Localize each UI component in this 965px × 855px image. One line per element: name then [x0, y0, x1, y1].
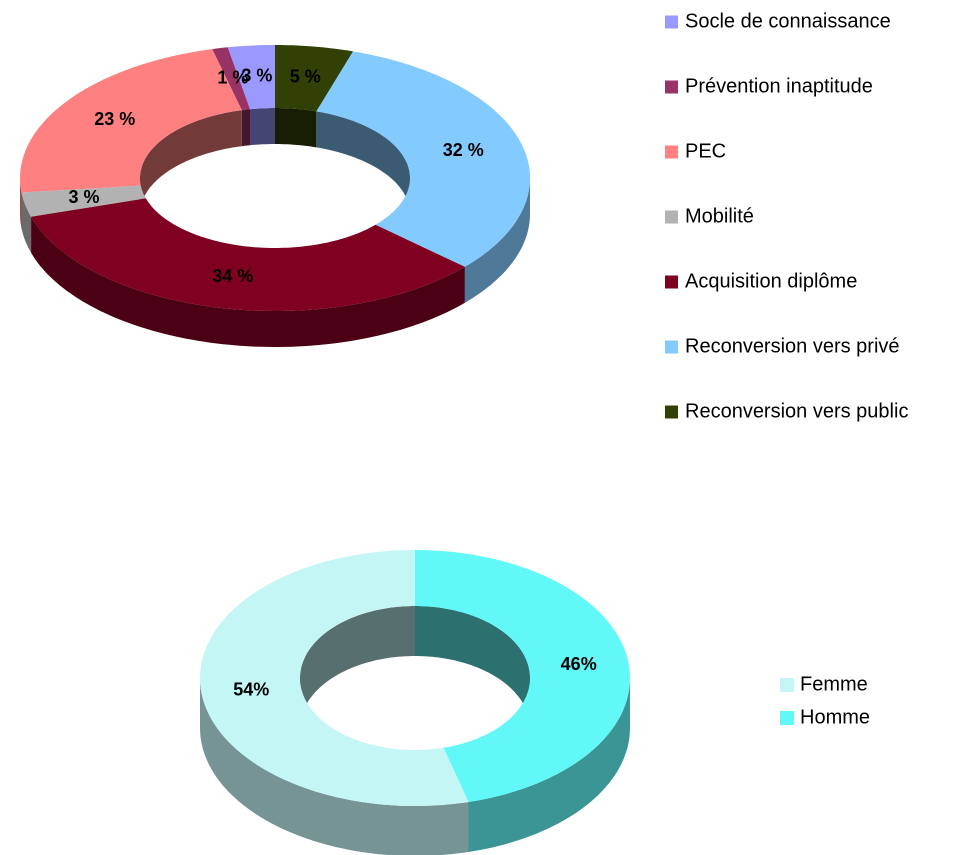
outer-wall — [21, 192, 32, 253]
slice — [415, 550, 630, 802]
legend-swatch — [780, 678, 794, 692]
outer-wall — [20, 178, 22, 229]
inner-wall — [415, 606, 530, 728]
legend-label: Socle de connaissance — [685, 10, 891, 32]
inner-wall — [275, 108, 317, 148]
inner-wall — [300, 606, 415, 728]
outer-wall — [464, 178, 530, 303]
slice — [227, 45, 275, 110]
slice — [200, 550, 469, 806]
inner-wall — [140, 110, 242, 214]
legend-label: Homme — [800, 706, 870, 728]
legend-label: PEC — [685, 140, 726, 162]
data-label: 54% — [233, 679, 269, 699]
legend-label: Prévention inaptitude — [685, 75, 873, 97]
legend-swatch — [665, 405, 678, 419]
legend-swatch — [665, 15, 678, 29]
legend-label: Femme — [800, 673, 868, 695]
data-label: 5 % — [290, 66, 321, 86]
legend-swatch — [665, 210, 678, 224]
slice — [31, 198, 465, 311]
data-label: 3 % — [68, 187, 99, 207]
legend-swatch — [665, 275, 678, 289]
data-label: 3 % — [241, 66, 272, 86]
legend-label: Acquisition diplôme — [685, 270, 857, 292]
inner-wall — [316, 111, 410, 214]
data-label: 46% — [561, 654, 597, 674]
data-label: 32 % — [443, 140, 484, 160]
legend-swatch — [665, 145, 678, 159]
legend-swatch — [665, 80, 678, 94]
slice — [316, 51, 530, 267]
inner-wall — [250, 108, 275, 146]
legend-swatch — [780, 711, 794, 725]
legend-swatch — [665, 340, 678, 354]
slice — [212, 47, 250, 111]
legend-label: Mobilité — [685, 205, 754, 227]
data-label: 1 % — [217, 68, 248, 88]
slice — [20, 49, 242, 193]
data-label: 23 % — [94, 109, 135, 129]
slice — [275, 45, 353, 112]
data-label: 34 % — [212, 266, 253, 286]
legend-label: Reconversion vers privé — [685, 335, 900, 357]
outer-wall — [31, 216, 465, 347]
slice — [21, 185, 146, 217]
outer-wall — [200, 678, 469, 855]
legend-label: Reconversion vers public — [685, 400, 908, 422]
inner-wall — [241, 109, 250, 147]
outer-wall — [468, 678, 630, 852]
